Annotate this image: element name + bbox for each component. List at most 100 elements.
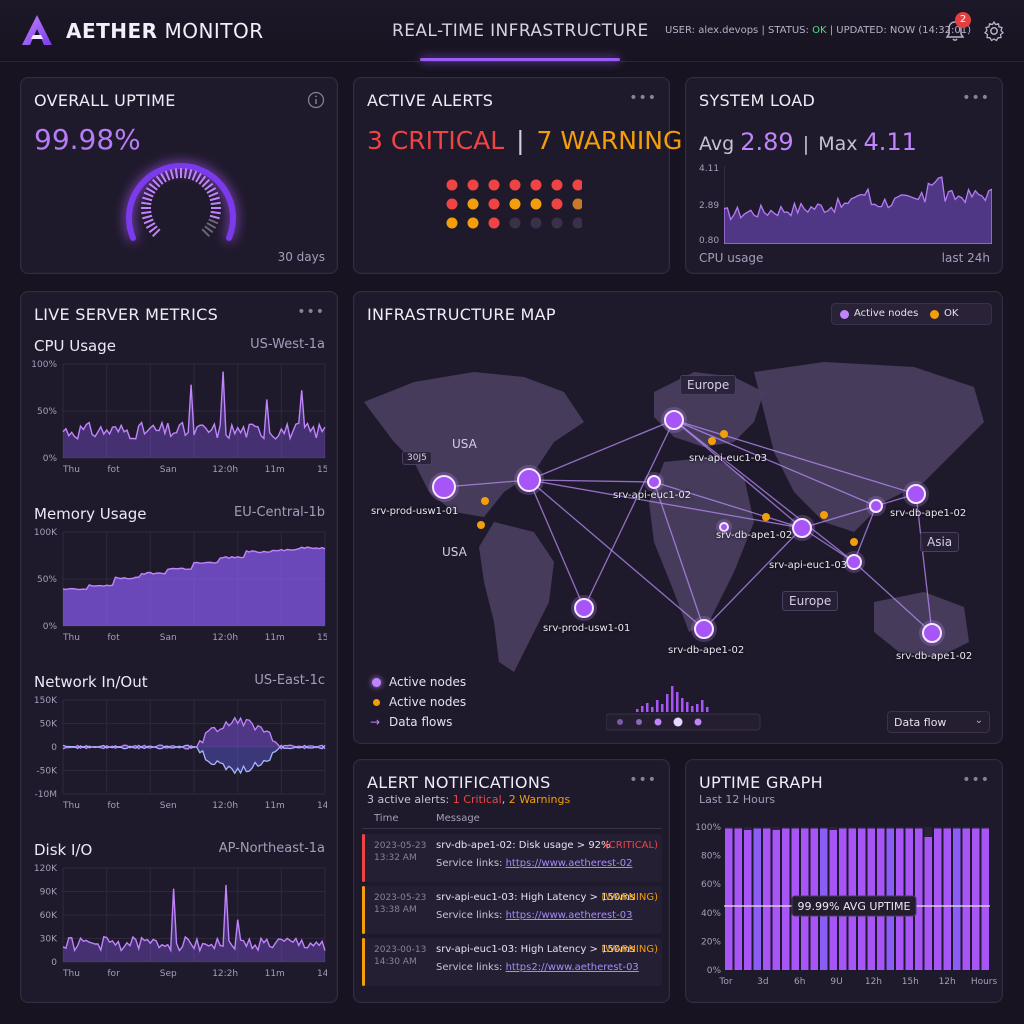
uptime-bar-gap <box>934 827 942 829</box>
uptime-bar-gap <box>877 827 885 829</box>
gauge-tick <box>143 218 154 225</box>
active-node[interactable] <box>846 554 862 570</box>
more-menu-icon[interactable]: ••• <box>629 90 657 106</box>
active-node[interactable] <box>922 623 942 643</box>
active-node[interactable] <box>647 475 661 489</box>
ok-node[interactable] <box>708 437 716 445</box>
timeline-bar <box>701 700 704 712</box>
flow-timeline[interactable] <box>606 684 762 734</box>
flow-line <box>915 493 933 634</box>
card-title: UPTIME GRAPH <box>699 773 823 792</box>
alert-message: srv-api-euc1-03: High Latency > 150ms <box>436 892 636 903</box>
x-tick-label: Thu <box>62 969 80 979</box>
severity-bar <box>362 834 365 882</box>
service-link[interactable]: https://www.aetherest-02 <box>505 858 633 869</box>
notification-row[interactable]: 2023-00-13 14:30 AM srv-api-euc1-03: High … <box>362 938 662 986</box>
uptime-bar <box>943 828 951 970</box>
uptime-gauge <box>126 163 236 241</box>
active-node[interactable] <box>574 598 594 618</box>
metric-region: US-West-1a <box>250 337 325 352</box>
y-tick-label: -50K <box>36 767 58 777</box>
ok-node[interactable] <box>477 521 485 529</box>
uptime-bar <box>772 829 780 970</box>
alert-date: 2023-05-23 <box>374 893 427 903</box>
uptime-bar-gap <box>886 827 894 829</box>
alert-links: Service links: https://www.aetherest-03 <box>436 910 633 921</box>
x-tick-label: Sen <box>160 801 177 811</box>
active-node[interactable] <box>719 522 729 532</box>
x-tick-label: 11m <box>265 465 285 475</box>
node-label[interactable]: srv-api-euc1-03 <box>689 453 768 464</box>
gauge-tick <box>183 168 188 179</box>
node-label[interactable]: srv-prod-usw1-01 <box>543 623 631 634</box>
uptime-bar <box>972 828 980 970</box>
more-menu-icon[interactable]: ••• <box>962 90 990 106</box>
node-label[interactable]: srv-api-euc1-03 <box>769 560 848 571</box>
flow-line <box>853 505 877 563</box>
node-label[interactable]: srv-prod-usw1-01 <box>371 506 459 517</box>
more-menu-icon[interactable]: ••• <box>962 772 990 788</box>
active-node[interactable] <box>694 619 714 639</box>
active-node[interactable] <box>517 468 541 492</box>
uptime-bar-gap <box>943 827 951 829</box>
ok-node[interactable] <box>720 430 728 438</box>
flow-line <box>528 479 705 630</box>
uptime-bar-gap <box>772 827 780 830</box>
timeline-bar <box>681 698 684 712</box>
node-label[interactable]: srv-db-ape1-02 <box>896 651 973 662</box>
timeline-bar <box>666 694 669 712</box>
map-key: Active nodes Active nodes → Data flows <box>370 674 500 738</box>
active-node[interactable] <box>792 518 812 538</box>
uptime-bar-gap <box>829 827 837 830</box>
node-label[interactable]: srv-db-ape1-02 <box>890 508 967 519</box>
ok-node[interactable] <box>820 511 828 519</box>
notification-badge: 2 <box>955 12 971 28</box>
x-tick-label: 6h <box>794 977 805 987</box>
notification-row[interactable]: 2023-05-23 13:32 AM srv-db-ape1-02: Disk u… <box>362 834 662 882</box>
node-label[interactable]: srv-db-ape1-02 <box>668 645 745 656</box>
gauge-tick <box>145 187 156 194</box>
flow-line <box>801 527 855 563</box>
node-markers <box>429 407 945 646</box>
notification-row[interactable]: 2023-05-23 13:38 AM srv-api-euc1-03: High … <box>362 886 662 934</box>
node-id-box: 30J5 <box>402 451 432 465</box>
alert-time: 14:30 AM <box>374 957 417 967</box>
data-flow-dropdown[interactable]: Data flow ⌄ <box>887 711 990 733</box>
gauge-tick <box>152 179 161 188</box>
alert-dot <box>551 179 563 191</box>
node-label[interactable]: srv-api-euc1-02 <box>613 490 692 501</box>
alert-dot <box>572 198 582 210</box>
active-node[interactable] <box>664 410 684 430</box>
gauge-tick <box>143 191 154 198</box>
info-icon[interactable] <box>307 91 325 109</box>
alert-links: Service links: https://www.aetherest-02 <box>436 858 633 869</box>
active-node[interactable] <box>906 484 926 504</box>
ok-node[interactable] <box>481 497 489 505</box>
gauge-tick <box>164 170 171 181</box>
y-tick-label: 20% <box>701 937 721 947</box>
gauge-tick <box>141 210 152 215</box>
alert-dot <box>467 198 479 210</box>
gauge-tick <box>209 196 220 202</box>
ok-node[interactable] <box>762 513 770 521</box>
node-label[interactable]: srv-db-ape1-02 <box>716 530 793 541</box>
flow-line <box>673 419 877 507</box>
uptime-bar-gap <box>782 827 790 829</box>
title-underline <box>420 58 620 61</box>
service-link[interactable]: https://www.aetherest-03 <box>505 910 633 921</box>
ok-node[interactable] <box>850 538 858 546</box>
more-menu-icon[interactable]: ••• <box>297 304 325 320</box>
gauge-tick <box>206 187 217 194</box>
gear-icon[interactable] <box>983 20 1005 42</box>
alert-dot <box>509 198 521 210</box>
x-tick-label: Thu <box>62 801 80 811</box>
service-link[interactable]: https2://www.aetherest-03 <box>505 962 639 973</box>
legend-active-label: Active nodes <box>854 308 919 319</box>
arrow-right-icon: → <box>370 715 381 729</box>
alert-dot <box>551 217 563 229</box>
active-node[interactable] <box>432 475 456 499</box>
flow-line <box>703 527 803 630</box>
more-menu-icon[interactable]: ••• <box>629 772 657 788</box>
active-node[interactable] <box>869 499 883 513</box>
aether-logo-icon <box>22 15 52 45</box>
